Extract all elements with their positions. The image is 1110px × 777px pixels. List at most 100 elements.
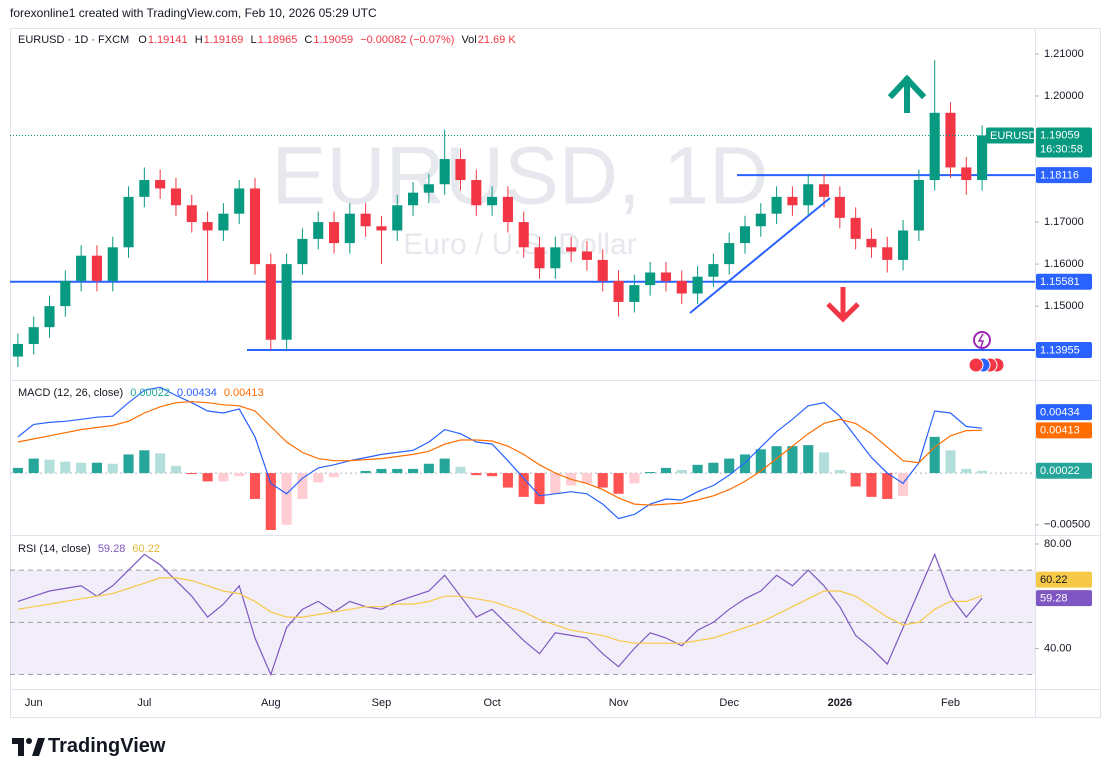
candle-body <box>186 205 197 223</box>
macd-value-label-text: 0.00022 <box>1040 465 1080 477</box>
histogram-bar <box>297 473 308 499</box>
y-tick-label: −0.00500 <box>1044 519 1090 531</box>
candle-body <box>170 188 182 206</box>
histogram-bar <box>123 454 134 474</box>
candle-body <box>91 255 102 281</box>
histogram-bar <box>850 473 861 487</box>
candle-body <box>376 226 387 231</box>
x-tick-label: Aug <box>261 697 281 709</box>
macd-hist-value: 0.00022 <box>130 387 170 399</box>
candle-body <box>534 247 545 269</box>
candle-body <box>487 196 498 206</box>
candle-body <box>155 180 166 189</box>
candle-body <box>202 222 213 231</box>
candle-body <box>850 217 861 239</box>
candle-body <box>803 184 814 206</box>
event-icon-bolt <box>977 333 985 348</box>
rsi-ma-value: 60.22 <box>132 543 160 555</box>
last-price-bg <box>1036 127 1092 158</box>
histogram-bar <box>265 473 276 530</box>
histogram-bar <box>155 453 166 474</box>
rsi-value-label: 60.22 <box>1036 571 1092 588</box>
histogram-bar <box>408 468 419 474</box>
histogram-bar <box>328 473 340 478</box>
rsi-value-label-bg <box>1036 590 1092 607</box>
candle-body <box>929 112 940 181</box>
x-tick-label: Jul <box>137 697 151 709</box>
candle-body <box>139 180 150 197</box>
candle-body <box>12 343 23 357</box>
candle-body <box>645 272 656 286</box>
candle-body <box>28 327 39 344</box>
candle-body <box>328 222 340 244</box>
histogram-bar <box>882 473 893 499</box>
macd-line <box>17 386 983 520</box>
x-tick-label: Sep <box>372 697 392 709</box>
histogram-bar <box>313 473 324 483</box>
histogram-bar <box>660 467 672 474</box>
logo-mark <box>32 738 45 756</box>
candle-body <box>739 226 751 244</box>
histogram-bar <box>550 473 561 494</box>
candle-body <box>518 222 529 248</box>
rsi-title: RSI (14, close) <box>18 543 91 555</box>
histogram-bar <box>186 473 197 475</box>
macd-value-label-bg <box>1036 404 1092 421</box>
chart-frame <box>10 28 1101 718</box>
candle-body <box>471 180 482 206</box>
histogram-bar <box>202 473 213 482</box>
histogram-bar <box>392 468 403 474</box>
candle-body <box>392 205 403 231</box>
candle-body <box>44 306 55 328</box>
attribution: forexonline1 created with TradingView.co… <box>10 6 377 20</box>
change: −0.00082 (−0.07%) <box>360 34 455 46</box>
histogram-bar <box>708 462 719 474</box>
candle-body <box>281 264 292 340</box>
plot-layer: 1.15000 1.16000 1.17000 1.20000 1.21000 1.181… <box>10 48 1092 709</box>
last-price-label: 1.19059 16:30:58 <box>1036 127 1092 158</box>
level-label-bg <box>1036 167 1092 184</box>
histogram-bar <box>787 446 798 474</box>
histogram-bar <box>60 461 71 474</box>
candle-body <box>771 196 782 214</box>
macd-value-label-text: 0.00434 <box>1040 407 1080 419</box>
level-label-bg <box>1036 273 1092 290</box>
level-label: 1.13955 <box>1036 342 1092 359</box>
histogram-bar <box>866 473 877 497</box>
histogram-bar <box>139 450 150 474</box>
histogram-bar <box>234 473 245 477</box>
candle-body <box>107 247 118 281</box>
histogram-bar <box>170 465 182 474</box>
x-tick-label: 2026 <box>828 697 852 709</box>
histogram-bar <box>724 458 735 474</box>
macd-legend: MACD (12, 26, close) 0.00022 0.00434 0.0… <box>18 387 264 399</box>
candle-body <box>502 196 513 223</box>
macd-line-value: 0.00434 <box>177 387 217 399</box>
candle-body <box>408 192 419 206</box>
symbol: EURUSD · 1D · FXCM <box>18 34 130 46</box>
rsi-line <box>17 552 983 677</box>
flag-icon <box>968 357 984 373</box>
macd-value-label: 0.00413 <box>1036 422 1092 439</box>
candle-body <box>360 213 371 227</box>
histogram-bar <box>739 454 751 474</box>
level-label: 1.15581 <box>1036 273 1092 290</box>
candle-body <box>123 196 134 248</box>
candle-body <box>818 184 830 197</box>
histogram-bar <box>12 467 23 474</box>
histogram-bar <box>376 468 387 474</box>
y-tick-label: 1.20000 <box>1044 90 1084 102</box>
histogram-bar <box>818 452 830 474</box>
histogram-bar <box>76 462 87 474</box>
macd-value-label-bg <box>1036 422 1092 439</box>
brand: TradingView <box>48 735 166 757</box>
logo-mark <box>12 738 24 756</box>
candle-body <box>660 272 672 281</box>
ohlc-value: 1.19169 <box>203 34 244 46</box>
macd-signal-value: 0.00413 <box>223 387 264 399</box>
volume-value: 21.69 K <box>477 34 516 46</box>
rsi-value-label-text: 60.22 <box>1040 574 1068 586</box>
histogram-bar <box>977 470 988 474</box>
candle-body <box>249 188 261 265</box>
logo-mark <box>26 738 32 744</box>
